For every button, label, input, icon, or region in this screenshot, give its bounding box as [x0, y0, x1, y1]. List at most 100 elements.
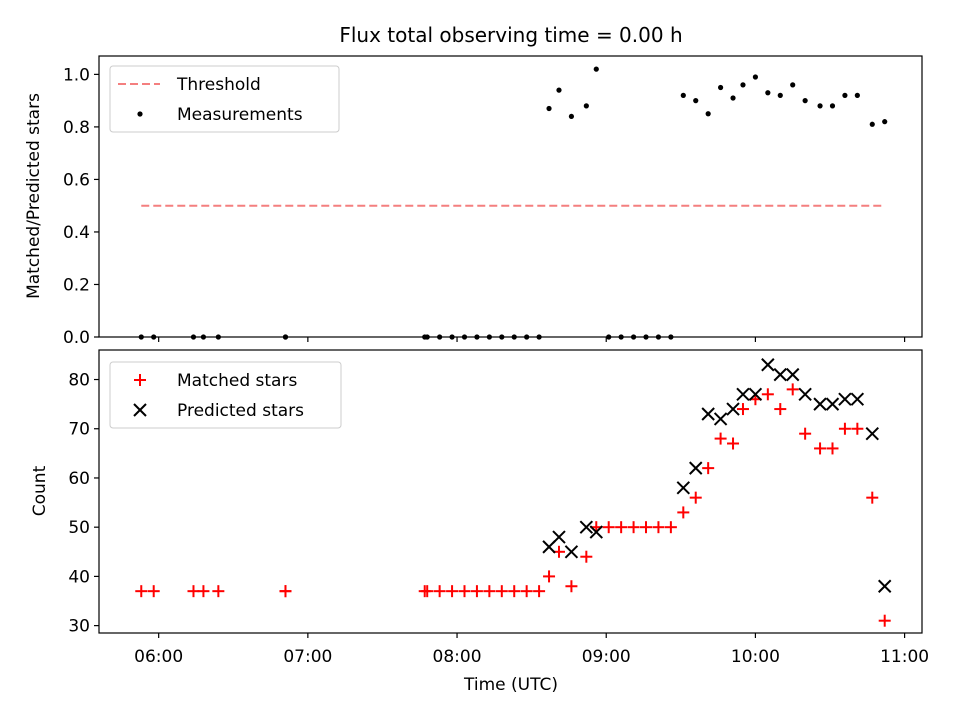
measurement-point: [854, 92, 860, 98]
matched-star-point: [135, 585, 148, 598]
top-panel: 0.0 0.2 0.4 0.6 0.8 1.0 Matched/Predicted sta…: [24, 55, 923, 348]
top-y-axis-label: Matched/Predicted stars: [24, 93, 44, 299]
top-y-tick-label: 0.0: [63, 328, 90, 348]
legend-predicted-label: Predicted stars: [177, 401, 304, 421]
x-tick-label: 06:00: [134, 647, 183, 667]
top-y-tick-label: 0.8: [63, 118, 90, 138]
matched-star-point: [508, 585, 521, 598]
bottom-y-tick-label: 50: [68, 518, 90, 538]
bottom-y-ticks: 30 40 50 60 70 80: [68, 371, 99, 637]
matched-star-point: [580, 550, 593, 563]
x-tick-label: 08:00: [433, 647, 482, 667]
matched-star-point: [533, 585, 546, 598]
measurement-point: [593, 66, 599, 72]
measurement-point: [882, 119, 888, 125]
matched-star-point: [799, 427, 812, 440]
predicted-star-point: [798, 387, 812, 402]
matched-star-point: [851, 422, 864, 435]
top-y-tick-label: 1.0: [63, 65, 90, 85]
measurement-point: [693, 98, 699, 104]
bottom-y-tick-label: 80: [68, 371, 90, 391]
bottom-legend: Matched stars Predicted stars: [109, 361, 342, 429]
top-y-ticks: 0.0 0.2 0.4 0.6 0.8 1.0: [63, 65, 99, 348]
top-legend: Threshold Measurements: [109, 65, 340, 133]
predicted-star-point: [825, 397, 840, 411]
bottom-plot-area: [135, 358, 892, 627]
legend-matched-swatch: [134, 374, 146, 386]
measurement-point: [705, 111, 711, 117]
bottom-panel: 30 40 50 60 70 80 06:00 07:00 08:00 09:00 10:00 11…: [30, 349, 929, 695]
top-legend-box: [109, 65, 340, 133]
measurement-point: [869, 121, 875, 127]
measurement-point: [583, 103, 589, 109]
matched-star-point: [543, 570, 556, 583]
bottom-axes-frame: [98, 349, 923, 634]
predicted-star-point: [689, 461, 703, 475]
matched-star-point: [458, 585, 471, 598]
legend-measurements-label: Measurements: [177, 105, 303, 125]
x-tick-label: 10:00: [731, 647, 780, 667]
measurement-point: [680, 92, 686, 98]
predicted-star-point: [701, 407, 715, 421]
matched-star-point: [689, 491, 702, 504]
top-axes-frame: [98, 55, 923, 338]
measurement-point: [765, 90, 771, 96]
matched-star-point: [470, 585, 483, 598]
measurement-point: [730, 95, 736, 101]
matched-star-point: [786, 383, 799, 396]
predicted-star-point: [773, 367, 787, 382]
measurement-point: [546, 105, 552, 112]
measurement-point: [802, 98, 808, 104]
predicted-star-point: [838, 392, 852, 406]
predicted-star-point: [761, 358, 775, 372]
matched-star-point: [761, 388, 774, 401]
x-tick-label: 09:00: [582, 647, 631, 667]
matched-star-point: [446, 585, 459, 598]
matched-star-point: [664, 521, 677, 534]
matched-star-point: [483, 585, 496, 598]
predicted-star-point: [579, 520, 594, 534]
matched-star-point: [495, 585, 508, 598]
matched-star-point: [736, 403, 749, 416]
x-axis-label: Time (UTC): [463, 675, 558, 695]
bottom-y-tick-label: 30: [68, 617, 90, 637]
matched-star-point: [878, 614, 891, 627]
top-plot-area: [138, 66, 888, 340]
matched-star-point: [652, 521, 665, 534]
legend-matched-label: Matched stars: [177, 371, 297, 391]
matched-star-point: [727, 437, 740, 450]
matched-star-point: [677, 506, 690, 519]
measurement-point: [790, 82, 796, 88]
predicted-star-point: [726, 402, 740, 416]
matched-star-point: [197, 585, 210, 598]
predicted-star-point: [552, 530, 566, 544]
bottom-x-ticks: 06:00 07:00 08:00 09:00 10:00 11:00: [134, 633, 929, 667]
predicted-star-point: [748, 387, 763, 402]
matched-star-point: [602, 521, 615, 534]
predicted-star-point: [676, 481, 691, 495]
measurement-point: [752, 74, 759, 80]
measurement-point: [718, 84, 724, 91]
matched-star-point: [147, 585, 160, 598]
predicted-star-point: [850, 392, 865, 406]
measurement-point: [556, 87, 562, 93]
measurement-point: [777, 92, 783, 98]
measurement-point: [842, 92, 848, 98]
legend-measurements-swatch: [137, 111, 143, 117]
matched-star-point: [814, 442, 827, 455]
predicted-star-point: [877, 579, 892, 593]
predicted-star-point: [713, 412, 728, 426]
matched-star-point: [714, 432, 727, 445]
matched-star-point: [615, 521, 628, 534]
matched-star-point: [421, 585, 434, 598]
predicted-star-point: [865, 426, 879, 441]
top-y-tick-label: 0.6: [63, 170, 90, 190]
bottom-y-tick-label: 60: [68, 469, 90, 489]
chart-title: Flux total observing time = 0.00 h: [339, 23, 682, 47]
matched-star-point: [212, 585, 225, 598]
matched-star-point: [565, 580, 578, 593]
predicted-star-point: [589, 525, 603, 539]
top-y-tick-label: 0.2: [63, 275, 90, 295]
top-x-ticks: [158, 337, 906, 342]
predicted-star-point: [736, 387, 750, 402]
